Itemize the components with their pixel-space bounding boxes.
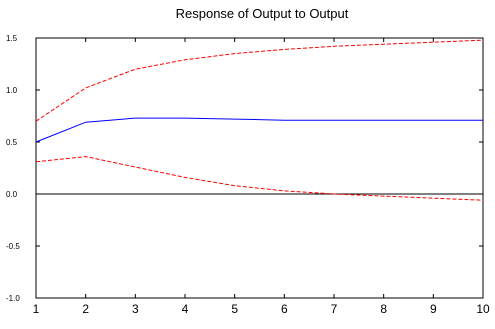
y-tick-label: 0.0 [6,190,18,199]
x-tick-label: 1 [33,302,40,316]
chart-title: Response of Output to Output [176,6,349,21]
x-tick-label: 9 [430,302,437,316]
y-tick-label: -0.5 [6,242,20,251]
x-tick-label: 4 [182,302,189,316]
y-tick-label: 0.5 [6,138,18,147]
series-lower-band-line [35,156,484,201]
x-tick-label: 7 [331,302,338,316]
x-tick-label: 2 [82,302,89,316]
series-response-line [35,117,483,143]
x-tick-label: 10 [476,302,490,316]
plot-frame [35,37,484,299]
plot-area: -1.0 -0.5 0.0 0.5 1.0 1.5 1 2 3 4 5 6 7 8 9 10 [6,34,490,316]
y-tick-label: 1.0 [6,86,18,95]
x-tick-label: 5 [231,302,238,316]
y-tick-label: -1.0 [6,294,20,303]
x-tick-label: 8 [380,302,387,316]
x-tick-label: 6 [281,302,288,316]
x-tick-label: 3 [132,302,139,316]
y-tick-label: 1.5 [6,34,18,43]
series-upper-band-line [35,39,484,122]
